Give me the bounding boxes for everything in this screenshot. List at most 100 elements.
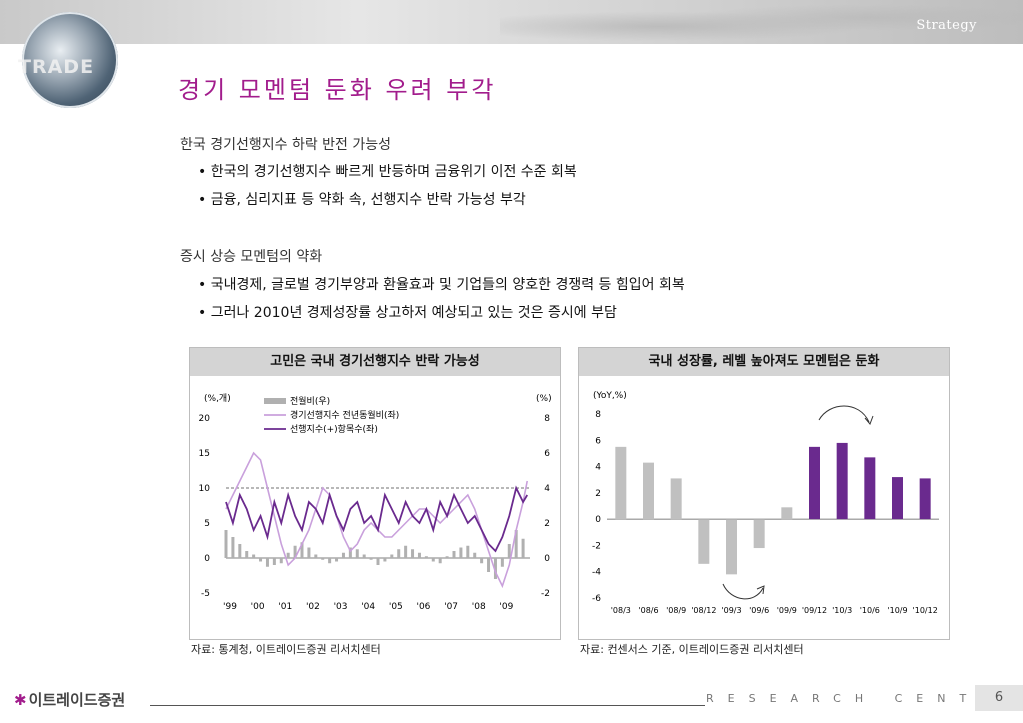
x-tick-label: '08/9 xyxy=(666,606,686,615)
chart-panel-growth-rate: 국내 성장률, 레벨 높아져도 모멘텀은 둔화 (YoY,%) -6 -4 -2 0 2 4… xyxy=(578,347,950,640)
globe-logo xyxy=(22,12,118,108)
bar-mark xyxy=(279,558,283,564)
bar-mark xyxy=(466,545,470,558)
bar-mark xyxy=(500,558,504,567)
page-title: 경기 모멘텀 둔화 우려 부각 xyxy=(178,76,497,104)
bar-mark xyxy=(238,544,242,558)
x-tick-label: '08/3 xyxy=(611,606,631,615)
bar-mark xyxy=(487,558,491,572)
footer-divider xyxy=(150,705,705,706)
bar-mark xyxy=(321,558,325,560)
bar-mark xyxy=(335,558,339,562)
bullet-1-2: 금융, 심리지표 등 약화 속, 선행지수 반락 가능성 부각 xyxy=(198,189,526,209)
bar-mark xyxy=(836,442,848,520)
x-tick-label: '02 xyxy=(306,602,320,612)
x-tick-label: '09/6 xyxy=(749,606,769,615)
x-tick-label: '09/9 xyxy=(777,606,797,615)
bar-mark xyxy=(473,552,477,558)
y-axis-unit: (YoY,%) xyxy=(593,391,627,401)
y-left-tick-label: 20 xyxy=(199,414,211,424)
x-tick-label: '08/6 xyxy=(638,606,658,615)
bar-mark xyxy=(809,446,820,520)
bar-mark xyxy=(286,552,290,558)
bar-mark xyxy=(864,457,876,520)
x-tick-label: '01 xyxy=(278,602,292,612)
bullet-2-1: 국내경제, 글로벌 경기부양과 환율효과 및 기업들의 양호한 경쟁력 등 힘입… xyxy=(198,274,685,294)
x-tick-label: '09/12 xyxy=(802,606,827,615)
bar-mark xyxy=(404,545,408,558)
bar-mark xyxy=(753,519,765,549)
bar-mark xyxy=(397,549,401,558)
bar-mark xyxy=(383,558,387,562)
y-left-tick-label: 15 xyxy=(199,449,210,459)
bar-mark xyxy=(452,551,456,558)
bar-mark xyxy=(376,558,380,565)
y-tick-label: -4 xyxy=(592,568,601,578)
y-left-tick-label: -5 xyxy=(201,589,210,599)
y-tick-label: -2 xyxy=(592,541,601,551)
x-tick-label: '10/6 xyxy=(860,606,880,615)
x-tick-label: '06 xyxy=(416,602,430,612)
legend-label: 선행지수(+)항목수(좌) xyxy=(290,423,378,435)
curved-arrow-bottom xyxy=(722,583,764,600)
x-tick-label: '08 xyxy=(472,602,486,612)
right-axis-unit: (%) xyxy=(536,394,552,404)
bar-mark xyxy=(438,558,442,564)
footer-logo-text: 이트레이드증권 xyxy=(28,691,126,709)
series-line xyxy=(225,485,529,553)
y-right-tick-label: 2 xyxy=(544,519,550,529)
y-right-tick-label: 6 xyxy=(544,449,550,459)
y-tick-label: 2 xyxy=(595,489,601,499)
bar-mark xyxy=(431,558,435,562)
bar-mark xyxy=(507,544,511,558)
legend-label: 경기선행지수 전년동월비(좌) xyxy=(290,409,399,421)
bullet-2-2: 그러나 2010년 경제성장률 상고하저 예상되고 있는 것은 증시에 부담 xyxy=(198,302,617,322)
bar-mark xyxy=(355,549,359,558)
chart-header: 고민은 국내 경기선행지수 반락 가능성 xyxy=(190,348,560,376)
chart-source: 자료: 컨센서스 기준, 이트레이드증권 리서치센터 xyxy=(580,643,804,656)
bar-mark xyxy=(521,538,525,558)
left-axis-unit: (%,개) xyxy=(204,393,231,404)
bar-mark xyxy=(328,558,332,564)
bar-mark xyxy=(514,530,518,558)
bar-mark xyxy=(480,558,484,564)
x-tick-label: '08/12 xyxy=(691,606,716,615)
x-tick-label: '10/9 xyxy=(887,606,907,615)
chart-source: 자료: 통계청, 이트레이드증권 리서치센터 xyxy=(191,643,381,656)
bar-mark xyxy=(231,537,235,558)
bar-mark xyxy=(265,558,269,567)
bar-mark xyxy=(698,519,710,564)
bar-mark xyxy=(493,558,497,579)
research-center-label: RESEARCH CENTER xyxy=(706,692,1023,705)
y-tick-label: 0 xyxy=(595,515,601,525)
y-tick-label: 6 xyxy=(595,436,601,446)
leading-index-chart: (%,개) (%) -5 0 5 10 15 20 -2 0 2 4 6 8 '99 '00 '01 '02 '03… xyxy=(199,393,552,612)
legend-swatch xyxy=(264,398,286,404)
header-band xyxy=(0,0,1023,44)
bar-mark xyxy=(643,462,654,520)
bar-mark xyxy=(417,552,421,558)
x-tick-label: '09 xyxy=(499,602,513,612)
bar-mark xyxy=(307,547,311,558)
section-heading-1: 한국 경기선행지수 하락 반전 가능성 xyxy=(180,137,391,153)
x-tick-label: '00 xyxy=(251,602,265,612)
bar-mark xyxy=(369,558,373,560)
y-left-tick-label: 10 xyxy=(199,484,211,494)
star-icon: ✱ xyxy=(14,691,27,709)
bar-mark xyxy=(459,547,463,558)
section-heading-2: 증시 상승 모멘텀의 약화 xyxy=(180,249,323,265)
bar-mark xyxy=(314,554,318,558)
section-label: Strategy xyxy=(916,18,977,33)
bar-mark xyxy=(293,545,297,558)
bullet-1-1: 한국의 경기선행지수 빠르게 반등하며 금융위기 이전 수준 회복 xyxy=(198,161,577,181)
x-tick-label: '05 xyxy=(389,602,403,612)
bar-mark xyxy=(892,477,903,520)
page-number: 6 xyxy=(975,685,1023,711)
x-tick-label: '10/12 xyxy=(913,606,938,615)
y-right-tick-label: 4 xyxy=(544,484,550,494)
y-tick-label: 4 xyxy=(595,463,601,473)
world-map-decoration xyxy=(500,0,1023,44)
x-tick-label: '10/3 xyxy=(832,606,852,615)
bar-mark xyxy=(224,530,228,558)
arrowhead-top xyxy=(864,415,874,425)
